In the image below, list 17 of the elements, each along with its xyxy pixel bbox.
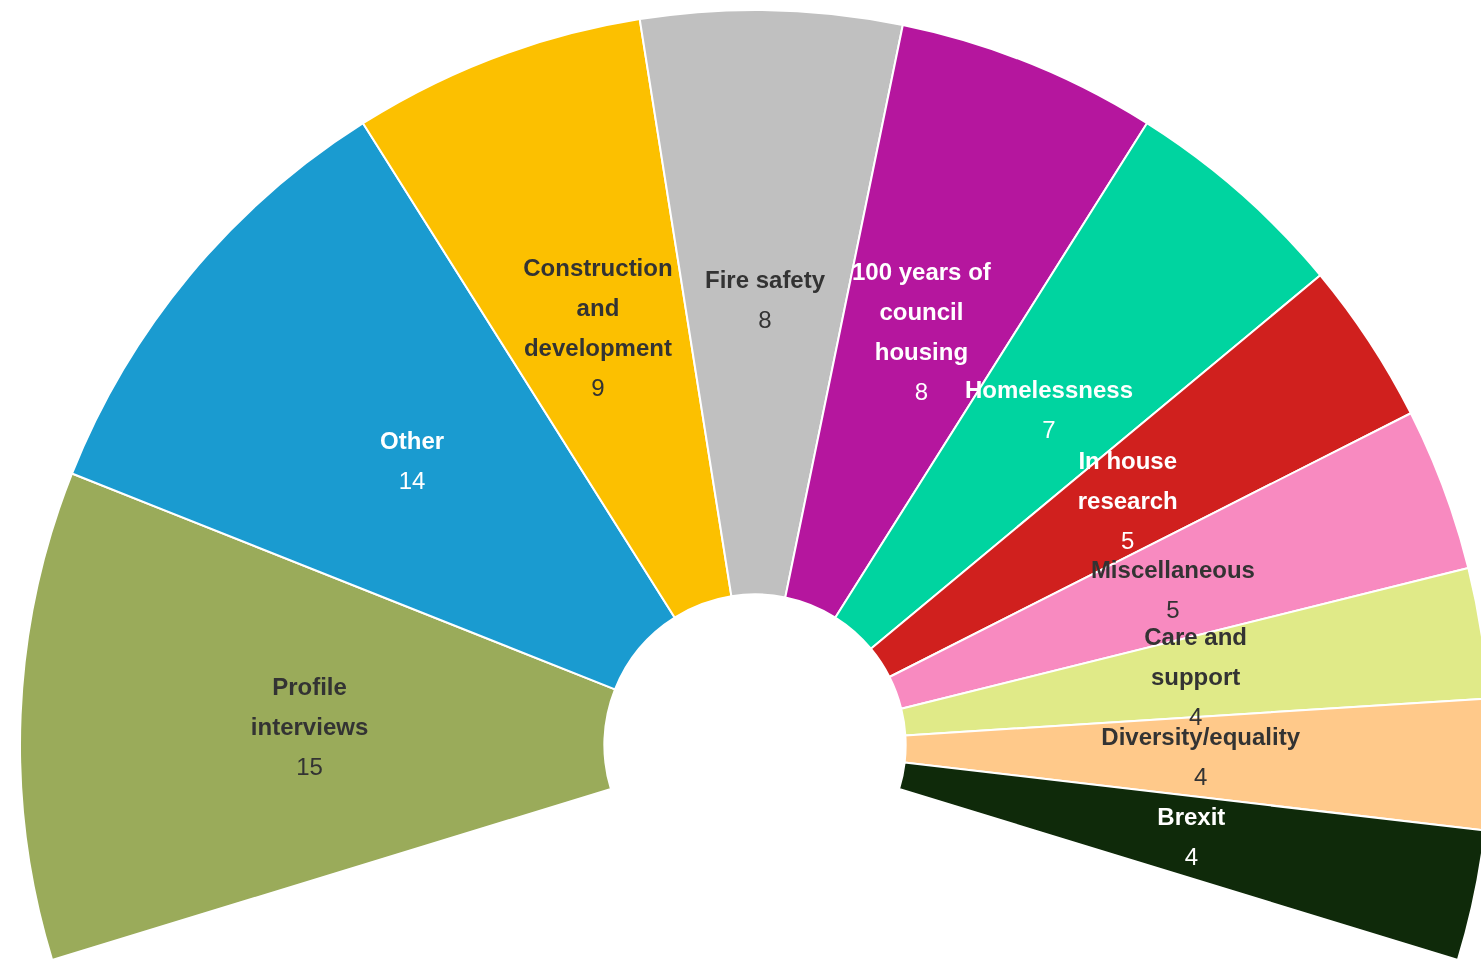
slice-label: Construction and development [523,254,673,362]
data-label: 9 [591,374,605,402]
slice-label: Other [380,426,445,454]
slice-label: Fire safety [705,265,826,293]
data-label: 15 [296,753,323,781]
data-label: 5 [1166,596,1180,624]
data-label: 4 [1193,763,1208,791]
data-label: 14 [398,466,426,494]
data-label: 7 [1042,416,1056,444]
slice-label: Profile interviews [250,673,369,741]
slice-label: Brexit [1157,803,1226,830]
data-label: 4 [1184,843,1199,870]
data-label: 8 [758,305,772,333]
slice-label: 100 years of council housing [852,257,992,365]
data-label: 8 [914,377,929,405]
data-label: 5 [1121,526,1135,554]
slice-label: Miscellaneous [1090,556,1255,584]
